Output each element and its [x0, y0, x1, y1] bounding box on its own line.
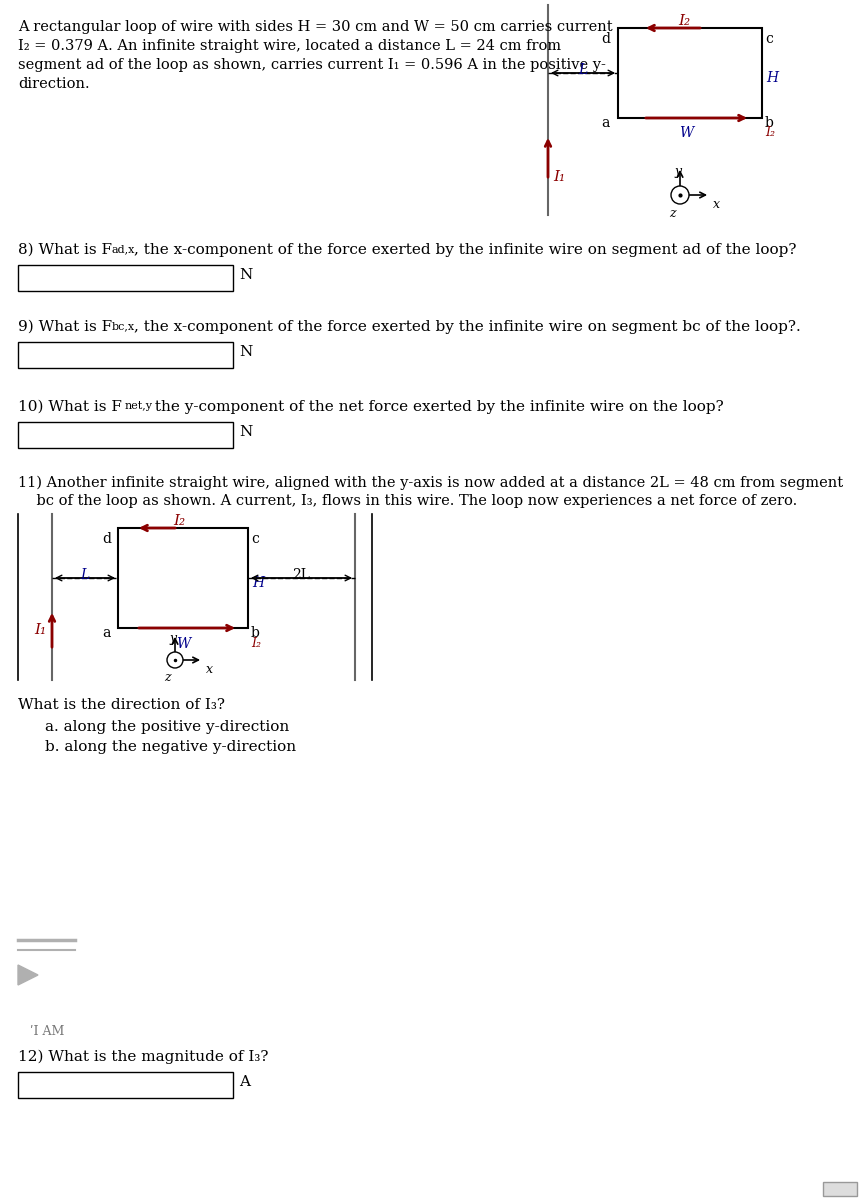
Bar: [618, 28, 762, 118]
Text: I₂: I₂: [765, 126, 775, 139]
Text: What is the direction of I₃?: What is the direction of I₃?: [18, 698, 225, 712]
Text: L: L: [579, 62, 587, 77]
Text: d: d: [102, 532, 111, 546]
Text: 8) What is F: 8) What is F: [18, 242, 112, 257]
Text: a. along the positive y-direction: a. along the positive y-direction: [45, 720, 289, 734]
Text: , the x-component of the force exerted by the infinite wire on segment bc of the: , the x-component of the force exerted b…: [134, 320, 801, 334]
Bar: [18, 265, 233, 290]
Text: d: d: [601, 32, 610, 46]
Text: H: H: [766, 71, 778, 85]
Circle shape: [671, 186, 689, 204]
Text: x: x: [206, 662, 213, 676]
Text: W: W: [678, 126, 693, 140]
Text: bc of the loop as shown. A current, I₃, flows in this wire. The loop now experie: bc of the loop as shown. A current, I₃, …: [18, 494, 797, 508]
Text: I₂: I₂: [251, 637, 261, 650]
Text: direction.: direction.: [18, 77, 90, 91]
Text: c: c: [765, 32, 773, 46]
Text: N: N: [239, 268, 252, 282]
Text: a: a: [102, 626, 111, 640]
Text: N: N: [239, 425, 252, 439]
Text: 11) Another infinite straight wire, aligned with the y-axis is now added at a di: 11) Another infinite straight wire, alig…: [18, 476, 843, 491]
Text: 2L: 2L: [292, 568, 310, 582]
Circle shape: [167, 652, 183, 668]
Text: net,y: net,y: [125, 401, 153, 410]
Text: H: H: [252, 576, 264, 590]
Text: A: A: [239, 1075, 250, 1090]
Text: 9) What is F: 9) What is F: [18, 320, 112, 334]
Text: z: z: [164, 671, 170, 684]
Text: segment ad of the loop as shown, carries current I₁ = 0.596 A in the positive y-: segment ad of the loop as shown, carries…: [18, 58, 606, 72]
Text: A rectangular loop of wire with sides H = 30 cm and W = 50 cm carries current: A rectangular loop of wire with sides H …: [18, 20, 613, 34]
Bar: [18, 342, 233, 368]
Text: x: x: [713, 198, 720, 211]
Text: a: a: [602, 116, 610, 130]
Text: z: z: [669, 206, 675, 220]
Text: , the x-component of the force exerted by the infinite wire on segment ad of the: , the x-component of the force exerted b…: [134, 242, 796, 257]
Text: bc,x: bc,x: [112, 320, 135, 331]
Text: I₁: I₁: [34, 623, 46, 637]
Bar: [18, 422, 233, 448]
Text: I₁: I₁: [553, 170, 565, 184]
Polygon shape: [18, 965, 38, 985]
Text: 10) What is F: 10) What is F: [18, 400, 122, 414]
Text: I₂: I₂: [173, 514, 185, 528]
Bar: [118, 528, 248, 628]
Bar: [823, 1182, 857, 1196]
Text: y: y: [170, 632, 177, 646]
Text: the y-component of the net force exerted by the infinite wire on the loop?: the y-component of the net force exerted…: [150, 400, 724, 414]
Text: 12) What is the magnitude of I₃?: 12) What is the magnitude of I₃?: [18, 1050, 269, 1064]
Text: L: L: [80, 568, 90, 582]
Text: I₂ = 0.379 A. An infinite straight wire, located a distance L = 24 cm from: I₂ = 0.379 A. An infinite straight wire,…: [18, 38, 561, 53]
Text: b: b: [251, 626, 260, 640]
Text: y: y: [674, 164, 682, 178]
Text: N: N: [239, 346, 252, 359]
Text: b. along the negative y-direction: b. along the negative y-direction: [45, 740, 296, 754]
Text: W: W: [176, 637, 190, 650]
Text: ʹI AM: ʹI AM: [30, 1025, 65, 1038]
Text: c: c: [251, 532, 259, 546]
Text: b: b: [765, 116, 774, 130]
Bar: [18, 1072, 233, 1098]
Text: I₂: I₂: [678, 14, 691, 28]
Text: ad,x: ad,x: [112, 244, 135, 254]
